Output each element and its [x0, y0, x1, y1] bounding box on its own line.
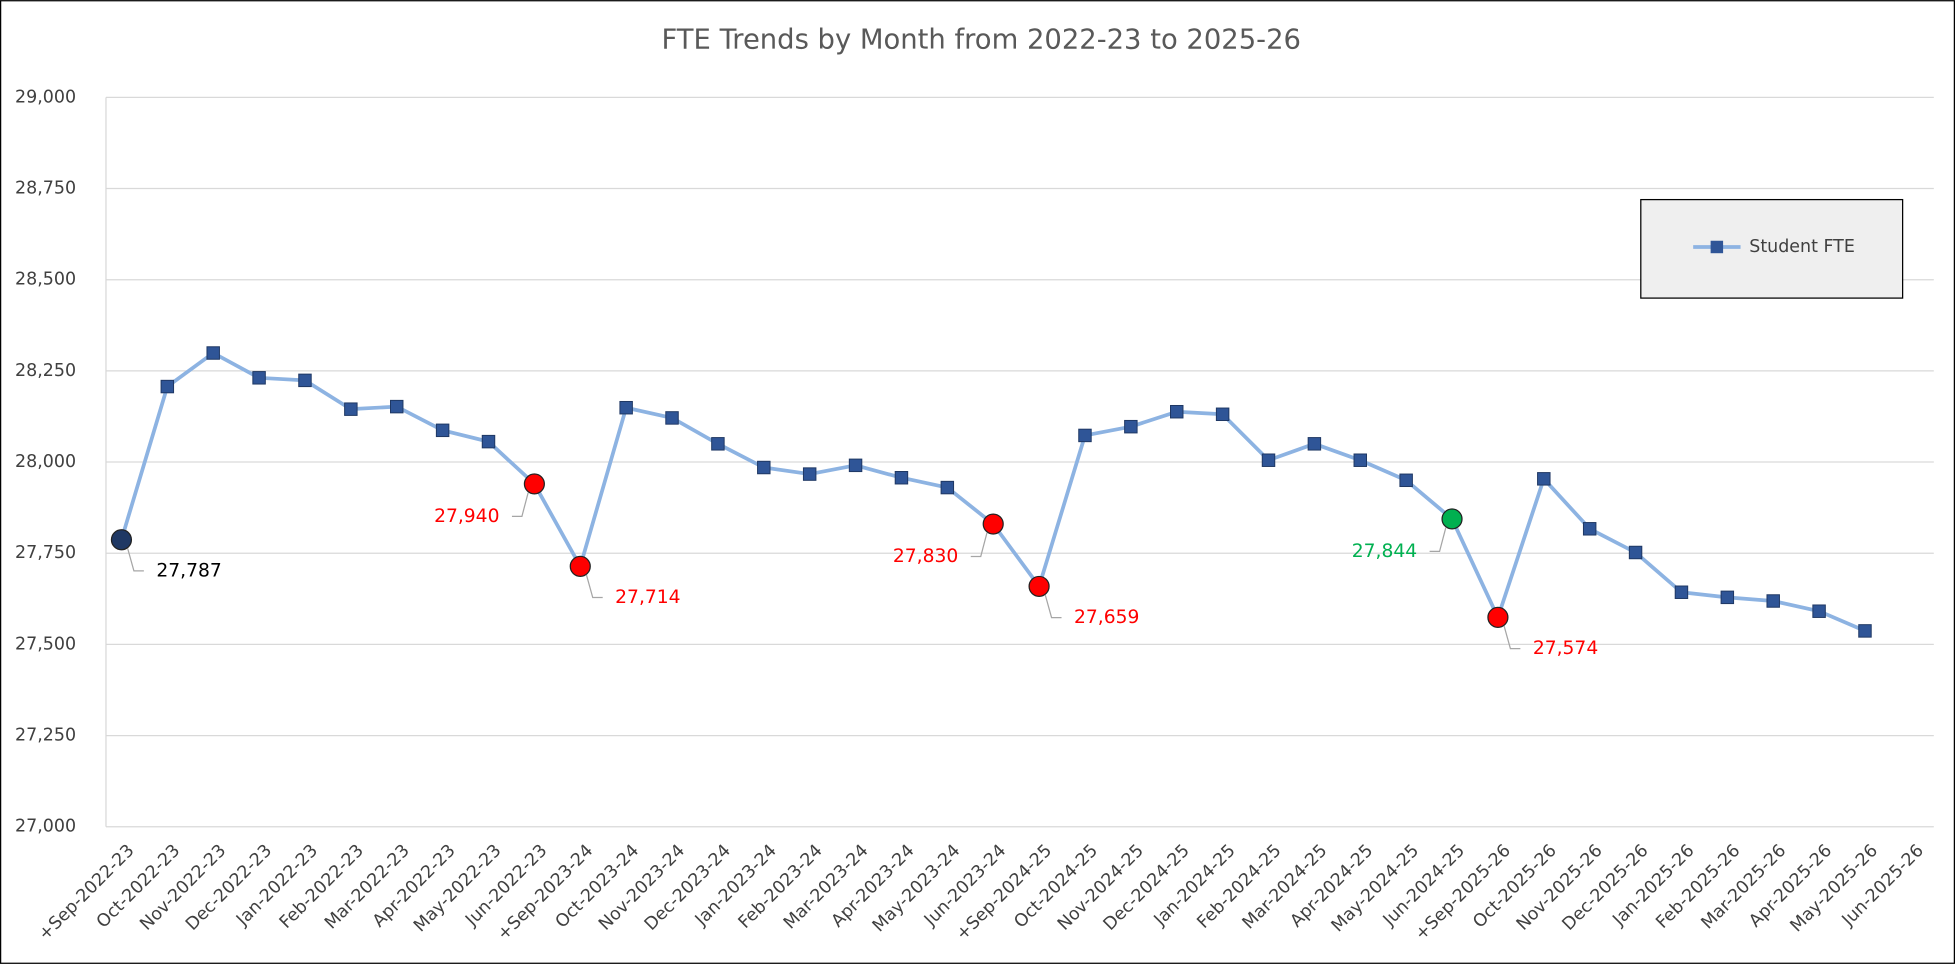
- marker: [252, 371, 266, 385]
- legend-label: Student FTE: [1749, 237, 1855, 257]
- marker: [390, 399, 404, 414]
- marker: [481, 434, 496, 449]
- data-label: 27,659: [1074, 607, 1139, 628]
- highlight-marker: [110, 529, 133, 551]
- highlight-marker: [982, 513, 1004, 535]
- label-leader: [970, 532, 988, 558]
- marker: [1078, 428, 1092, 443]
- data-label: 27,714: [615, 587, 680, 608]
- marker: [298, 373, 312, 388]
- marker: [1720, 590, 1735, 605]
- highlight-marker: [569, 555, 591, 577]
- marker: [1261, 453, 1276, 467]
- label-leader: [1503, 625, 1521, 650]
- highlight-marker: [1487, 606, 1509, 629]
- marker: [1124, 419, 1138, 434]
- marker: [206, 346, 220, 360]
- marker: [894, 471, 909, 485]
- marker: [802, 467, 817, 481]
- label-leader: [585, 574, 603, 599]
- highlight-marker: [523, 473, 545, 495]
- y-tick-label: 29,000: [15, 87, 76, 107]
- data-label: 27,830: [893, 546, 958, 567]
- marker: [1537, 472, 1551, 486]
- label-leader: [1429, 527, 1447, 552]
- marker: [160, 379, 175, 394]
- legend-marker: [1710, 240, 1724, 254]
- marker: [940, 480, 955, 495]
- y-tick-label: 28,750: [15, 179, 76, 199]
- data-label: 27,940: [434, 506, 499, 527]
- marker: [757, 460, 771, 475]
- highlight-marker: [1028, 575, 1050, 598]
- marker: [1812, 604, 1826, 618]
- y-tick-label: 28,500: [15, 270, 76, 290]
- label-leader: [127, 548, 144, 572]
- y-tick-label: 27,750: [15, 543, 76, 563]
- marker: [1674, 585, 1689, 599]
- data-label: 27,844: [1352, 541, 1417, 562]
- marker: [1766, 594, 1780, 608]
- label-leader: [1044, 594, 1062, 619]
- marker: [1582, 522, 1597, 536]
- marker: [344, 402, 358, 416]
- highlight-marker: [1441, 508, 1463, 530]
- y-tick-label: 27,500: [15, 634, 76, 654]
- marker: [1215, 407, 1230, 422]
- label-leader: [511, 492, 529, 517]
- legend-box: [1640, 198, 1904, 299]
- marker: [619, 400, 633, 415]
- marker: [1628, 545, 1643, 560]
- y-tick-label: 28,000: [15, 452, 76, 472]
- y-tick-label: 28,250: [15, 361, 76, 381]
- chart-title: FTE Trends by Month from 2022-23 to 2025…: [662, 25, 1301, 56]
- marker: [1307, 437, 1322, 451]
- y-tick-label: 27,250: [15, 726, 76, 746]
- marker: [665, 411, 679, 425]
- marker: [1353, 453, 1368, 467]
- marker: [1170, 404, 1184, 419]
- y-tick-label: 27,000: [15, 817, 76, 837]
- marker: [1858, 624, 1872, 638]
- marker: [435, 423, 450, 438]
- marker: [1399, 473, 1413, 488]
- marker: [711, 437, 725, 451]
- data-label: 27,574: [1533, 638, 1598, 659]
- data-label: 27,787: [156, 560, 221, 581]
- marker: [848, 458, 863, 473]
